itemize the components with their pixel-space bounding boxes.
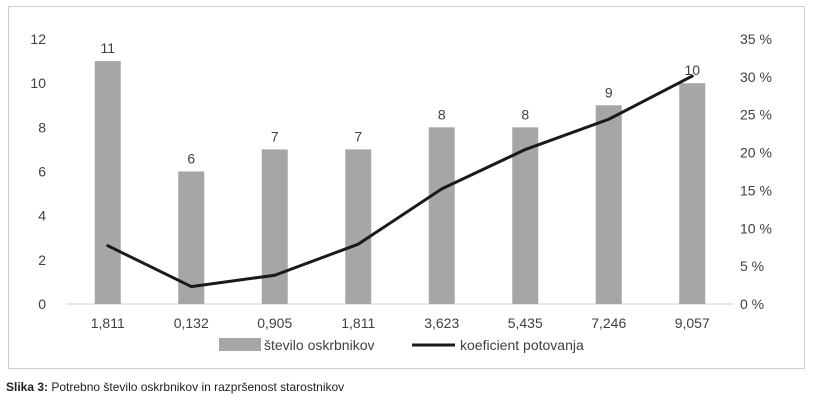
bar	[679, 83, 706, 305]
x-tick-label: 9,057	[675, 315, 710, 331]
bar-data-label: 10	[684, 62, 700, 78]
y-right-tick-label: 0 %	[740, 296, 764, 312]
bar	[428, 127, 455, 304]
caption-text: Potrebno število oskrbnikov in razpršeno…	[48, 380, 345, 394]
y-right-tick-label: 20 %	[740, 145, 772, 161]
y-right-tick-label: 25 %	[740, 107, 772, 123]
caption-label: Slika 3:	[6, 380, 49, 394]
y-left-tick-label: 10	[30, 75, 46, 91]
x-tick-label: 7,246	[591, 315, 626, 331]
chart-frame: 0 2 4 6 8 10 12 0 % 5 % 10 % 15 % 20 % 25 % 30 % 35 % 1…	[8, 6, 805, 369]
legend-line-label: koeficient potovanja	[460, 337, 584, 353]
x-tick-label: 0,132	[174, 315, 209, 331]
bar	[261, 149, 288, 304]
bar-data-label: 8	[521, 106, 529, 122]
x-tick-label: 3,623	[424, 315, 459, 331]
y-left-tick-label: 4	[38, 208, 46, 224]
bar	[512, 127, 539, 304]
figure-caption: Slika 3: Potrebno število oskrbnikov in …	[6, 380, 344, 394]
bar-data-label: 8	[438, 106, 446, 122]
y-left-tick-label: 8	[38, 119, 46, 135]
legend-bar-label: število oskrbnikov	[264, 337, 375, 353]
y-left-tick-label: 12	[30, 31, 46, 47]
y-right-tick-label: 15 %	[740, 182, 772, 198]
y-right-tick-label: 30 %	[740, 69, 772, 85]
y-left-tick-label: 2	[38, 252, 46, 268]
bar-data-label: 7	[271, 128, 279, 144]
bar-data-label: 9	[605, 84, 613, 100]
bar	[94, 61, 121, 305]
bar-data-label: 6	[187, 151, 195, 167]
y-right-tick-label: 5 %	[740, 258, 764, 274]
bar-data-label: 11	[100, 40, 115, 56]
y-left-tick-label: 0	[38, 296, 46, 312]
y-right-tick-label: 10 %	[740, 220, 772, 236]
bar	[595, 105, 622, 304]
y-right-tick-label: 35 %	[740, 31, 772, 47]
x-tick-label: 1,811	[91, 315, 125, 331]
y-left-tick-label: 6	[38, 164, 46, 180]
x-tick-label: 5,435	[508, 315, 543, 331]
x-tick-label: 1,811	[341, 315, 375, 331]
x-tick-label: 0,905	[257, 315, 292, 331]
legend-bar-swatch	[219, 338, 261, 351]
bar-data-label: 7	[354, 128, 362, 144]
bar	[345, 149, 372, 304]
line-series	[106, 74, 694, 289]
chart: 0 2 4 6 8 10 12 0 % 5 % 10 % 15 % 20 % 25 % 30 % 35 % 1…	[30, 31, 772, 353]
